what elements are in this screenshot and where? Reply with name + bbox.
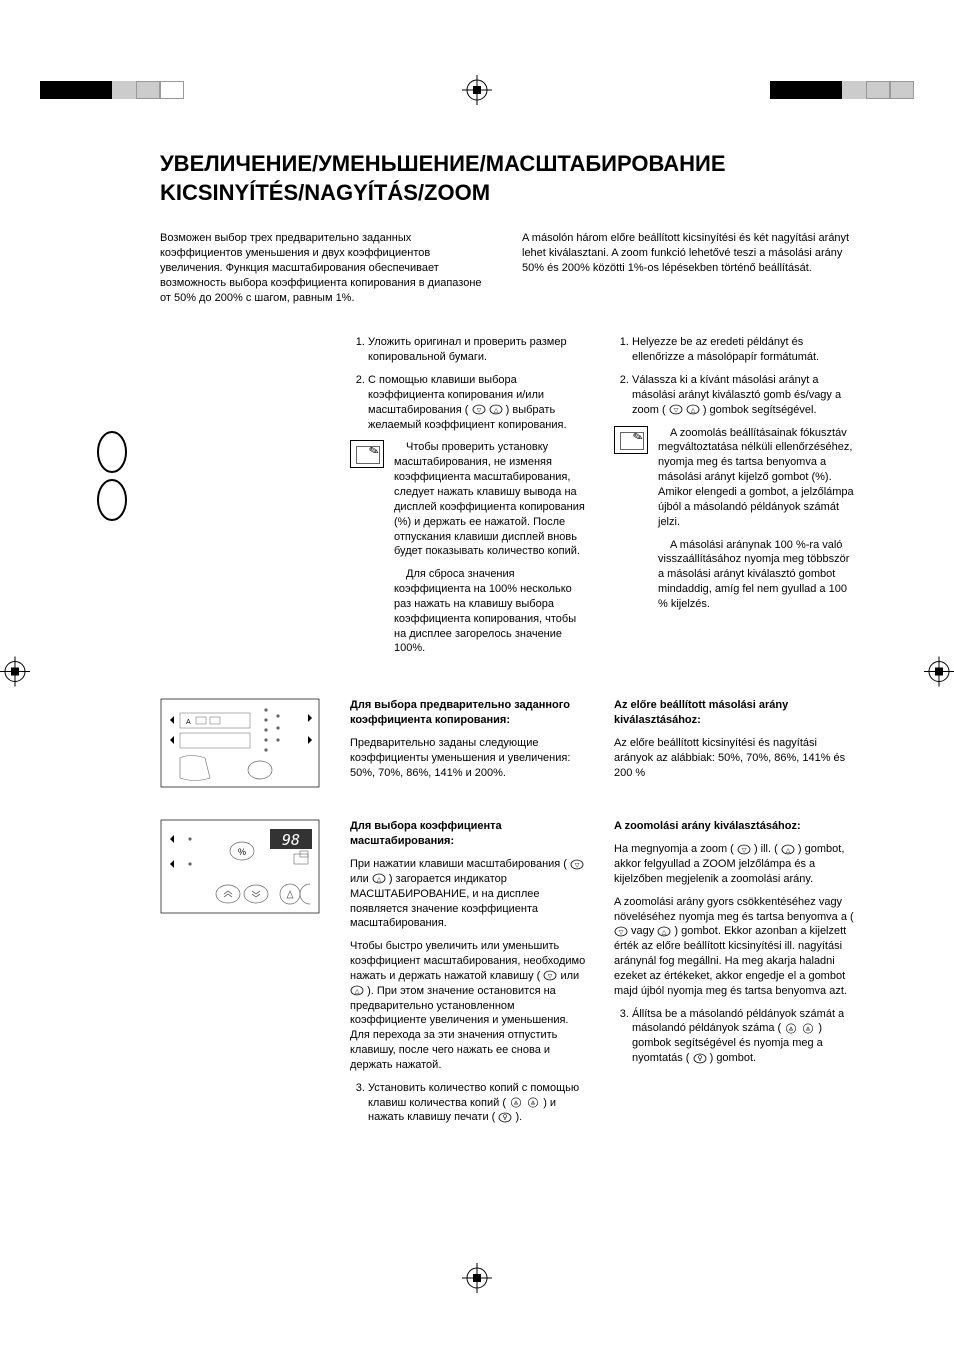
svg-text:△: △ (355, 989, 360, 995)
col-hu-2: Az előre beállított másolási arány kivál… (614, 698, 854, 793)
side-tab-ovals (96, 430, 128, 526)
ru-zoom-p1: При нажатии клавиши масштабирования ( ▽ … (350, 857, 590, 931)
qty-up-icon (526, 1097, 540, 1108)
illus-empty-1 (160, 335, 320, 672)
print-icon (498, 1112, 512, 1123)
section-steps: Уложить оригинал и проверить размер копи… (160, 335, 854, 672)
hu-preset-p: Az előre beállított kicsinyítési és nagy… (614, 736, 854, 781)
svg-text:▽: ▽ (673, 408, 678, 414)
ru-step-2: С помощью клавиши выбора коэффициента ко… (368, 373, 590, 432)
title-line-2: KICSINYÍTÉS/NAGYÍTÁS/ZOOM (160, 180, 490, 205)
hu-zoom-p2: A zoomolási arány gyors csökkentéséhez v… (614, 895, 854, 999)
svg-text:A: A (186, 719, 191, 726)
page-title: УВЕЛИЧЕНИЕ/УМЕНЬШЕНИЕ/МАСШТАБИРОВАНИЕ KI… (160, 150, 854, 207)
crop-marks-bottom (0, 1258, 954, 1298)
page-content: УВЕЛИЧЕНИЕ/УМЕНЬШЕНИЕ/МАСШТАБИРОВАНИЕ KI… (0, 0, 954, 1259)
color-bar-right (770, 81, 914, 99)
ru-preset-h: Для выбора предварительно заданного коэф… (350, 698, 590, 728)
svg-text:▽: ▽ (548, 974, 553, 980)
svg-text:△: △ (376, 877, 381, 883)
intro-ru: Возможен выбор трех предварительно задан… (160, 231, 492, 305)
ru-zoom-p2: Чтобы быстро увеличить или уменьшить коэ… (350, 939, 590, 1073)
hu-preset-h: Az előre beállított másolási arány kivál… (614, 698, 854, 728)
svg-text:%: % (238, 847, 246, 857)
intro-row: Возможен выбор трех предварительно задан… (160, 231, 854, 305)
zoom-up-icon: △ (657, 926, 671, 937)
zoom-down-icon: ▽ (737, 844, 751, 855)
svg-text:△: △ (786, 848, 791, 854)
col-ru-1: Уложить оригинал и проверить размер копи… (350, 335, 590, 672)
svg-text:98: 98 (282, 831, 300, 849)
zoom-up-icon: △ (350, 985, 364, 996)
hu-step-2: Válassza ki a kívánt másolási arányt a m… (632, 373, 854, 418)
print-icon (693, 1053, 707, 1064)
svg-text:▽: ▽ (619, 930, 624, 936)
crop-marks-top (0, 70, 954, 110)
note-icon (614, 426, 648, 454)
svg-text:▽: ▽ (742, 848, 747, 854)
col-ru-2: Для выбора предварительно заданного коэф… (350, 698, 590, 793)
illus-panel-2: % 98 (160, 819, 320, 1133)
zoom-down-icon: ▽ (543, 970, 557, 981)
side-register-left (0, 657, 30, 692)
zoom-down-icon: ▽ (614, 926, 628, 937)
side-register-right (924, 657, 954, 692)
zoom-down-icon: ▽ (570, 859, 584, 870)
hu-step-1: Helyezze be az eredeti példányt és ellen… (632, 335, 854, 365)
col-hu-3: A zoomolási arány kiválasztásához: Ha me… (614, 819, 854, 1133)
center-register-bottom (462, 1263, 492, 1293)
ru-step-1: Уложить оригинал и проверить размер копи… (368, 335, 590, 365)
zoom-up-icon: △ (372, 873, 386, 884)
svg-text:▽: ▽ (476, 408, 481, 414)
zoom-down-icon: ▽ (669, 404, 683, 415)
section-zoom: % 98 Для выбора коэффицие (160, 819, 854, 1133)
qty-up-icon (801, 1023, 815, 1034)
ru-preset-p: Предварительно заданы следующие коэффици… (350, 736, 590, 781)
center-register-top (462, 75, 492, 105)
zoom-up-icon: △ (781, 844, 795, 855)
zoom-up-icon: △ (686, 404, 700, 415)
qty-down-icon (784, 1023, 798, 1034)
hu-note-1: A zoomolás beállításainak fókusztáv megv… (614, 426, 854, 620)
hu-step-3: Állítsa be a másolandó példányok számát … (632, 1007, 854, 1066)
qty-down-icon (509, 1097, 523, 1108)
intro-hu: A másolón három előre beállított kicsiny… (522, 231, 854, 305)
title-line-1: УВЕЛИЧЕНИЕ/УМЕНЬШЕНИЕ/МАСШТАБИРОВАНИЕ (160, 151, 726, 176)
svg-text:△: △ (690, 408, 695, 414)
svg-text:△: △ (493, 408, 498, 414)
svg-text:▽: ▽ (575, 863, 580, 869)
svg-text:△: △ (662, 930, 667, 936)
color-bar-left (40, 81, 184, 99)
illus-panel-1: A (160, 698, 320, 793)
col-hu-1: Helyezze be az eredeti példányt és ellen… (614, 335, 854, 672)
zoom-down-icon: ▽ (472, 404, 486, 415)
section-preset: A Для (160, 698, 854, 793)
col-ru-3: Для выбора коэффициента масштабирования:… (350, 819, 590, 1133)
note-icon (350, 440, 384, 468)
ru-note-1: Чтобы проверить установку масштабировани… (350, 440, 590, 664)
zoom-up-icon: △ (489, 404, 503, 415)
hu-zoom-h: A zoomolási arány kiválasztásához: (614, 819, 854, 834)
ru-zoom-h: Для выбора коэффициента масштабирования: (350, 819, 590, 849)
hu-zoom-p1: Ha megnyomja a zoom ( ▽ ) ill. ( △ ) gom… (614, 842, 854, 887)
ru-step-3: Установить количество копий с помощью кл… (368, 1081, 590, 1126)
